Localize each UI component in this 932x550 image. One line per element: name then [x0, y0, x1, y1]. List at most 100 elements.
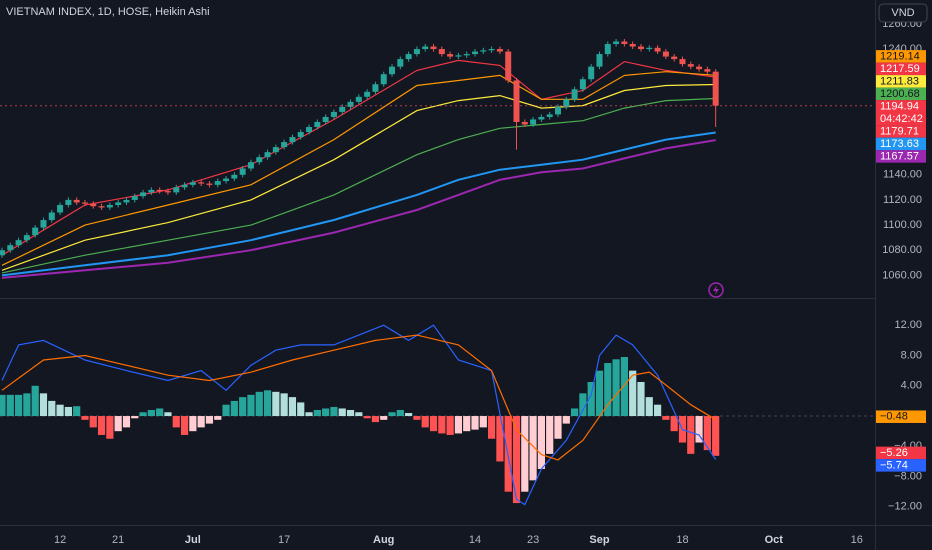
histogram-bar [230, 400, 238, 417]
candle-body [505, 51, 512, 81]
candle-body [413, 49, 420, 55]
candle-body [214, 181, 221, 185]
histogram-bar [288, 397, 297, 417]
price-label: 1219.14 [880, 50, 920, 62]
histogram-bar [595, 370, 604, 417]
candle-body [306, 126, 313, 133]
histogram-bar [172, 416, 180, 428]
x-tick-label: Jul [185, 534, 201, 546]
histogram-bar [164, 412, 172, 417]
histogram-bar [222, 404, 230, 417]
histogram-bar [429, 416, 438, 432]
histogram-bar [189, 416, 197, 432]
candle-body [297, 132, 304, 138]
candle-body [405, 54, 412, 60]
histogram-bar [64, 406, 72, 417]
histogram-bar [554, 416, 562, 439]
candle-body [123, 199, 130, 203]
candle-body [554, 106, 561, 115]
candle-body [654, 47, 661, 52]
candle-body [629, 44, 636, 47]
candle-body [588, 66, 595, 80]
histogram-bar [388, 412, 396, 417]
histogram-bar [346, 409, 355, 417]
candle-body [314, 121, 321, 127]
histogram-bar [73, 406, 81, 417]
price-label: 1167.57 [880, 150, 919, 162]
y-tick-label: −12.00 [888, 501, 922, 513]
histogram-bar [330, 406, 338, 417]
candle-body [347, 101, 354, 107]
candle-body [81, 202, 88, 204]
chart-title: VIETNAM INDEX, 1D, HOSE, Heikin Ashi [6, 6, 210, 18]
price-label-box [876, 137, 926, 151]
candle-body [447, 54, 454, 57]
histogram-bar [687, 416, 695, 454]
candle-body [563, 99, 570, 107]
histogram-bar [297, 402, 305, 417]
histogram-bar [56, 404, 64, 417]
histogram-bar [488, 416, 496, 439]
histogram-bar [512, 416, 521, 504]
x-tick-label: 12 [54, 534, 66, 546]
candle-body [662, 51, 669, 57]
candle-body [521, 121, 528, 125]
x-tick-label: 17 [278, 534, 290, 546]
candle-body [173, 187, 180, 193]
event-bolt [713, 285, 719, 295]
indicator-line [1, 324, 717, 506]
price-label: 1179.71 [880, 125, 919, 137]
candle-body [604, 44, 611, 55]
candle-body [463, 54, 470, 56]
histogram-bar [313, 409, 321, 417]
price-label-box [876, 150, 926, 163]
histogram-bar [305, 412, 313, 417]
currency-button[interactable] [878, 3, 928, 23]
candle-body [148, 189, 155, 193]
candle-body [256, 157, 263, 163]
histogram-bar [31, 385, 39, 417]
candle-body [272, 147, 279, 153]
price-label-box [876, 87, 926, 101]
candle-body [198, 182, 205, 184]
histogram-bar [471, 416, 479, 430]
candle-body [164, 191, 171, 193]
histogram-bar [421, 416, 429, 428]
candle-body [206, 183, 213, 185]
price-label: 1194.94 [880, 100, 919, 112]
x-tick-label: 18 [676, 534, 688, 546]
histogram-bar [6, 394, 14, 417]
histogram-bar [14, 394, 23, 417]
histogram-bar [180, 416, 189, 435]
histogram-bar [23, 393, 31, 417]
price-label-box [876, 50, 926, 63]
candle-body [637, 46, 644, 50]
candle-body [140, 192, 147, 197]
histogram-bar [562, 416, 570, 424]
candle-body [281, 142, 288, 148]
histogram-bar [537, 416, 545, 470]
candle-body [397, 59, 404, 67]
candle-body [704, 69, 711, 72]
candle-body [422, 46, 429, 50]
candle-body [339, 106, 346, 112]
candle-body [156, 189, 163, 192]
event-icon[interactable] [708, 282, 724, 298]
histogram-bar [214, 416, 222, 420]
candle-body [496, 49, 503, 52]
y-tick-label: 1080.00 [882, 244, 922, 256]
histogram-bar [579, 393, 587, 417]
candle-body [32, 227, 39, 236]
histogram-bar [662, 416, 670, 420]
currency-label[interactable]: VND [891, 7, 914, 19]
histogram-bar [114, 416, 122, 432]
candle-body [7, 245, 14, 251]
candle-body [98, 206, 105, 208]
histogram-bar [338, 408, 346, 417]
histogram-bar [156, 408, 164, 417]
histogram-bar [255, 391, 263, 417]
price-label-box [876, 446, 926, 460]
candle-body [65, 199, 72, 205]
candle-body [330, 111, 337, 117]
